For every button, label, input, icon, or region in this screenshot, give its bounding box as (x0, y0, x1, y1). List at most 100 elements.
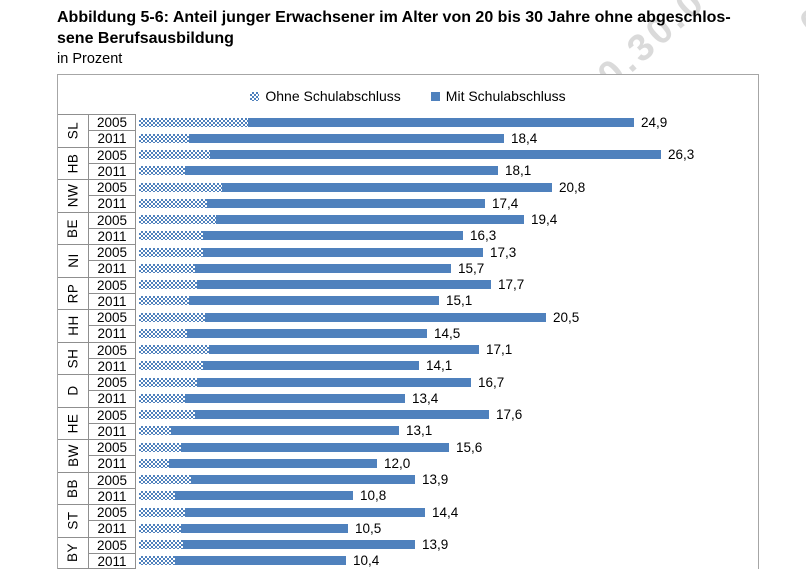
category-axis-cell: HE 2005 2011 (58, 406, 136, 439)
bar-segment-ohne-schulabschluss (139, 507, 185, 517)
bars-column: 19,4 16,3 (136, 212, 758, 245)
year-label: 2005 (89, 310, 135, 327)
bar-segment-mit-schulabschluss (189, 296, 439, 306)
year-label: 2005 (89, 505, 135, 522)
bar-segment-mit-schulabschluss (203, 247, 483, 257)
year-column: 2005 2011 (88, 537, 135, 569)
bars-column: 20,5 14,5 (136, 309, 758, 342)
year-label: 2005 (89, 148, 135, 164)
bar-value-label: 10,8 (360, 488, 387, 504)
bar-segment-ohne-schulabschluss (139, 393, 185, 403)
year-label: 2011 (97, 228, 127, 244)
year-label: 2005 (89, 213, 135, 229)
state-group-NI: NI 2005 2011 17,3 15,7 (58, 244, 758, 277)
year-column: 2005 2011 (88, 115, 135, 147)
state-label-NW: NW (58, 180, 88, 212)
bar-value-label: 13,9 (422, 472, 449, 488)
state-label-text: BE (65, 218, 81, 238)
bar-segment-ohne-schulabschluss (139, 133, 189, 143)
bar-segment-mit-schulabschluss (195, 410, 489, 420)
year-column: 2005 2011 (88, 505, 135, 537)
state-label-HH: HH (58, 310, 88, 342)
bar-segment-mit-schulabschluss (185, 507, 425, 517)
state-label-ST: ST (58, 505, 88, 537)
bar-row-BW-2005: 15,6 (139, 439, 758, 455)
bar-segment-ohne-schulabschluss (139, 215, 216, 225)
year-label: 2005 (89, 245, 135, 262)
bar-segment-mit-schulabschluss (222, 182, 552, 192)
bar-value-label: 14,4 (432, 504, 459, 520)
bar-segment-mit-schulabschluss (169, 458, 377, 468)
year-label: 2011 (97, 163, 127, 179)
bars-column: 13,9 10,8 (136, 472, 758, 505)
state-label-text: BY (65, 543, 81, 563)
bar-value-label: 19,4 (531, 212, 558, 228)
bar-segment-mit-schulabschluss (216, 215, 524, 225)
bar-row-NW-2011: 17,4 (139, 195, 758, 211)
state-label-BW: BW (58, 440, 88, 472)
bar-segment-ohne-schulabschluss (139, 280, 197, 290)
state-label-BB: BB (58, 473, 88, 505)
category-axis-cell: BE 2005 2011 (58, 211, 136, 244)
bar-segment-mit-schulabschluss (191, 475, 415, 485)
bar-segment-mit-schulabschluss (205, 312, 546, 322)
bar-segment-ohne-schulabschluss (139, 475, 191, 485)
bar-row-NI-2011: 15,7 (139, 260, 758, 276)
category-axis-cell: ST 2005 2011 (58, 504, 136, 537)
bar-row-BB-2011: 10,8 (139, 488, 758, 504)
bar-segment-mit-schulabschluss (197, 377, 471, 387)
category-axis-cell: SH 2005 2011 (58, 341, 136, 374)
bar-row-D-2005: 16,7 (139, 374, 758, 390)
state-group-SL: SL 2005 2011 24,9 18,4 (58, 114, 758, 147)
bar-row-HH-2005: 20,5 (139, 309, 758, 325)
bar-value-label: 15,7 (458, 260, 485, 276)
bar-value-label: 13,9 (422, 537, 449, 553)
bar-segment-mit-schulabschluss (195, 263, 451, 273)
state-label-text: SH (65, 348, 81, 369)
bar-segment-mit-schulabschluss (175, 491, 353, 501)
bar-segment-mit-schulabschluss (189, 133, 504, 143)
state-group-D: D 2005 2011 16,7 13,4 (58, 374, 758, 407)
bar-value-label: 17,1 (486, 342, 513, 358)
bar-row-RP-2005: 17,7 (139, 277, 758, 293)
year-column: 2005 2011 (88, 342, 135, 374)
year-label: 2011 (97, 521, 127, 537)
year-label: 2011 (97, 423, 127, 439)
bars-column: 24,9 18,4 (136, 114, 758, 147)
bar-row-BE-2005: 19,4 (139, 212, 758, 228)
bar-segment-ohne-schulabschluss (139, 296, 189, 306)
bar-segment-mit-schulabschluss (183, 540, 415, 550)
bar-value-label: 20,5 (553, 309, 580, 325)
bar-segment-mit-schulabschluss (203, 231, 463, 241)
year-label: 2005 (89, 538, 135, 554)
bar-segment-ohne-schulabschluss (139, 231, 203, 241)
year-label: 2005 (89, 473, 135, 489)
year-label: 2011 (97, 293, 127, 309)
state-label-SL: SL (58, 115, 88, 147)
bars-column: 17,1 14,1 (136, 342, 758, 375)
bar-segment-ohne-schulabschluss (139, 247, 203, 257)
bar-segment-ohne-schulabschluss (139, 182, 222, 192)
bar-row-BE-2011: 16,3 (139, 228, 758, 244)
state-label-text: HH (65, 315, 81, 337)
bars-column: 13,9 10,4 (136, 537, 758, 569)
state-label-RP: RP (58, 278, 88, 310)
state-label-text: HB (65, 153, 81, 174)
state-group-HB: HB 2005 2011 26,3 18,1 (58, 146, 758, 180)
year-label: 2011 (97, 196, 127, 212)
bar-segment-ohne-schulabschluss (139, 263, 195, 273)
bars-column: 26,3 18,1 (136, 147, 758, 180)
year-label: 2011 (97, 391, 127, 407)
category-axis-cell: NW 2005 2011 (58, 179, 136, 212)
state-group-HE: HE 2005 2011 17,6 13,1 (58, 406, 758, 439)
bar-value-label: 14,1 (426, 358, 453, 374)
year-label: 2005 (89, 278, 135, 294)
bars-column: 20,8 17,4 (136, 179, 758, 212)
year-column: 2005 2011 (88, 147, 135, 179)
bar-row-SL-2005: 24,9 (139, 114, 758, 130)
state-group-ST: ST 2005 2011 14,4 10,5 (58, 504, 758, 537)
year-column: 2005 2011 (88, 407, 135, 439)
bar-value-label: 18,1 (505, 163, 532, 179)
year-label: 2005 (89, 115, 135, 132)
year-label: 2011 (97, 488, 127, 504)
